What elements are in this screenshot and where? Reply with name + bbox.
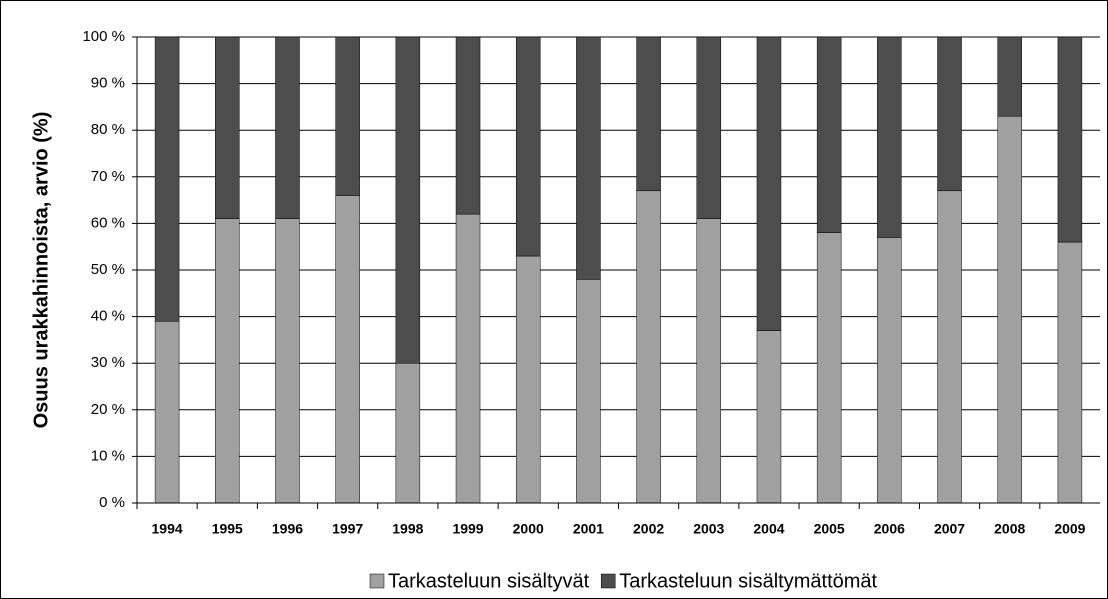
y-tick-label: 20 % bbox=[91, 401, 125, 418]
bar-segment bbox=[395, 36, 421, 364]
bar-segment bbox=[275, 36, 300, 219]
x-tick-label: 1997 bbox=[332, 521, 363, 537]
x-tick-label: 2008 bbox=[994, 521, 1025, 537]
x-tick-label: 2002 bbox=[633, 521, 664, 537]
legend-label: Tarkasteluun sisältyvät bbox=[388, 570, 590, 592]
y-tick-label: 50 % bbox=[91, 261, 125, 278]
bar-segment bbox=[877, 36, 902, 238]
x-tick-label: 2007 bbox=[934, 521, 965, 537]
x-tick-label: 1999 bbox=[452, 521, 483, 537]
bar-segment bbox=[937, 36, 962, 192]
bar-segment bbox=[937, 190, 962, 504]
bar-segment bbox=[215, 36, 240, 219]
x-tick-label: 1996 bbox=[272, 521, 303, 537]
bar-segment bbox=[877, 237, 902, 504]
bar-segment bbox=[1057, 36, 1083, 243]
bar-segment bbox=[515, 255, 541, 504]
bar-segment bbox=[576, 279, 601, 504]
x-tick-label: 2009 bbox=[1054, 521, 1085, 537]
bar-segment bbox=[1057, 241, 1083, 504]
y-tick-label: 100 % bbox=[82, 28, 125, 45]
bar-segment bbox=[636, 190, 661, 504]
bar-segment bbox=[696, 218, 722, 504]
y-tick-label: 0 % bbox=[99, 494, 125, 511]
y-tick-label: 70 % bbox=[91, 168, 125, 185]
legend-swatch bbox=[369, 573, 385, 589]
x-tick-label: 1995 bbox=[212, 521, 243, 537]
bar-segment bbox=[696, 36, 722, 219]
bar-segment bbox=[215, 218, 240, 504]
bar-segment bbox=[816, 36, 842, 233]
bar-segment bbox=[455, 213, 481, 504]
bar-segment bbox=[335, 195, 360, 504]
y-tick-label: 90 % bbox=[91, 75, 125, 92]
bar-segment bbox=[275, 218, 300, 504]
legend-label: Tarkasteluun sisältymättömät bbox=[619, 570, 877, 592]
x-tick-label: 1994 bbox=[152, 521, 183, 537]
y-tick-label: 40 % bbox=[91, 308, 125, 325]
bar-segment bbox=[997, 115, 1022, 504]
bar-segment bbox=[154, 321, 180, 504]
x-tick-label: 2003 bbox=[693, 521, 724, 537]
bar-segment bbox=[154, 36, 180, 322]
x-tick-label: 2001 bbox=[573, 521, 604, 537]
bar-segment bbox=[756, 330, 782, 504]
x-tick-label: 2005 bbox=[814, 521, 845, 537]
bar-segment bbox=[636, 36, 661, 192]
y-tick-label: 80 % bbox=[91, 121, 125, 138]
bar-segment bbox=[335, 36, 360, 196]
legend-swatch bbox=[600, 573, 616, 589]
y-tick-label: 10 % bbox=[91, 447, 125, 464]
bar-segment bbox=[997, 36, 1022, 117]
y-tick-label: 30 % bbox=[91, 354, 125, 371]
y-axis-title: Osuus urakkahinnoista, arvio (%) bbox=[30, 112, 52, 429]
bar-segment bbox=[576, 36, 601, 280]
x-tick-label: 1998 bbox=[392, 521, 423, 537]
bar-segment bbox=[515, 36, 541, 257]
bar-segment bbox=[756, 36, 782, 331]
y-tick-label: 60 % bbox=[91, 214, 125, 231]
bar-segment bbox=[816, 232, 842, 504]
x-tick-label: 2000 bbox=[513, 521, 544, 537]
x-tick-label: 2004 bbox=[753, 521, 784, 537]
bar-segment bbox=[455, 36, 481, 215]
bar-segment bbox=[395, 362, 421, 504]
x-tick-label: 2006 bbox=[874, 521, 905, 537]
